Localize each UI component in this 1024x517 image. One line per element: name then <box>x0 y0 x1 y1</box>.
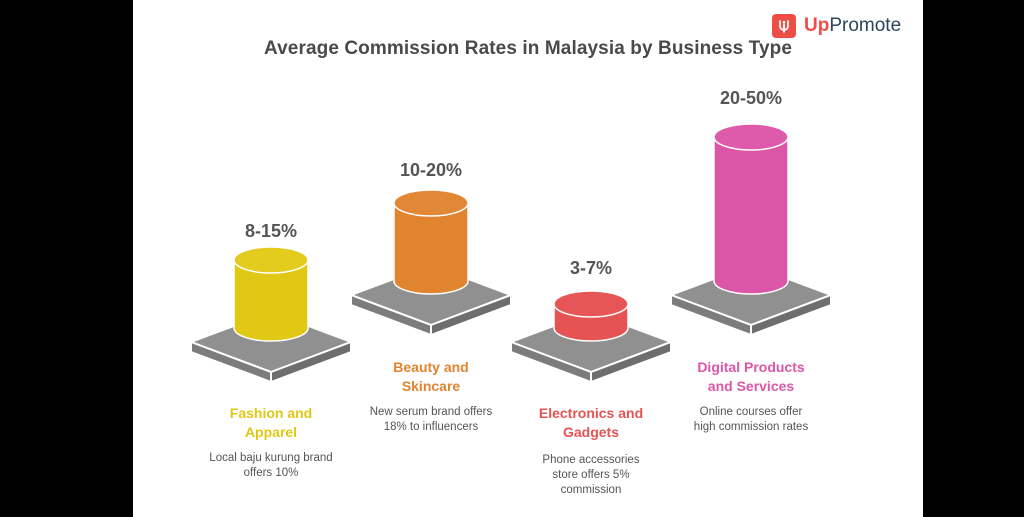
description-fashion: Local baju kurung brand offers 10% <box>209 452 333 479</box>
value-label-beauty: 10-20% <box>399 160 463 180</box>
description-digital: Online courses offer high commission rate… <box>693 406 809 433</box>
cylinder-beauty <box>350 189 512 336</box>
description-electronics: Phone accessories store offers 5% commissi… <box>542 454 640 496</box>
infographic-canvas: Average Commission Rates in Malaysia by … <box>133 0 923 517</box>
category-beauty: Beauty and Skincare <box>393 359 469 394</box>
category-electronics: Electronics and Gadgets <box>538 405 644 440</box>
cylinder-digital <box>670 123 832 336</box>
value-label-fashion: 8-15% <box>244 221 298 241</box>
category-digital: Digital Products and Services <box>697 359 805 394</box>
description-beauty: New serum brand offers 18% to influencers <box>369 406 493 433</box>
chart-title: Average Commission Rates in Malaysia by … <box>264 38 792 59</box>
cylinder-fashion <box>190 246 352 383</box>
uppromote-logo: UpPromote <box>772 14 901 38</box>
category-fashion: Fashion and Apparel <box>229 405 313 440</box>
uppromote-wordmark: UpPromote <box>804 15 902 36</box>
value-label-electronics: 3-7% <box>569 258 613 278</box>
cylinder-chart-graphic <box>190 123 832 383</box>
value-label-digital: 20-50% <box>719 88 783 108</box>
uppromote-logo-icon <box>772 14 796 38</box>
cylinder-electronics <box>510 290 672 383</box>
